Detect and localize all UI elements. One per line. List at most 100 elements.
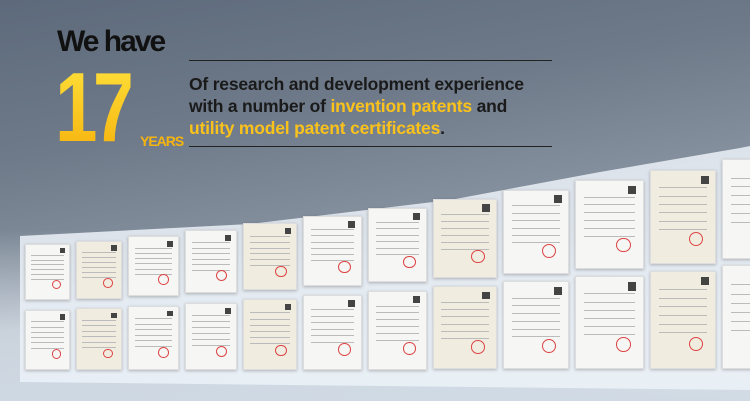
text-line	[731, 311, 750, 313]
text-line	[511, 227, 561, 229]
qr-code-icon	[225, 234, 231, 241]
text-line	[658, 212, 708, 214]
seal-icon	[158, 274, 170, 285]
text-line	[310, 241, 355, 243]
text-line	[511, 305, 561, 307]
patent-certificate	[128, 236, 179, 297]
text-line	[310, 229, 355, 231]
text-line	[375, 234, 420, 236]
patent-certificate	[722, 265, 750, 369]
text-line	[192, 315, 230, 317]
qr-code-icon	[482, 291, 490, 300]
text-line	[31, 259, 64, 261]
text-line	[31, 347, 64, 349]
text-line	[731, 204, 750, 206]
text-line	[31, 331, 64, 333]
seal-icon	[689, 232, 704, 247]
text-line	[375, 241, 420, 243]
text-line	[731, 302, 750, 304]
qr-code-icon	[553, 195, 562, 204]
text-line	[731, 293, 750, 295]
highlight-invention-patents: invention patents	[330, 96, 472, 116]
years-label: YEARS	[140, 133, 184, 149]
seal-icon	[158, 346, 170, 358]
text-line	[134, 340, 173, 342]
qr-code-icon	[348, 300, 356, 308]
qr-code-icon	[225, 307, 231, 314]
text-line	[192, 327, 230, 329]
text-line	[310, 260, 355, 262]
desc-text: with a number of	[189, 96, 331, 116]
qr-code-icon	[348, 220, 356, 228]
text-line	[134, 323, 173, 325]
qr-code-icon	[700, 176, 709, 184]
text-line	[250, 259, 290, 261]
text-line	[584, 227, 635, 229]
text-line	[82, 272, 116, 274]
text-line	[511, 297, 561, 299]
text-line	[658, 306, 708, 308]
text-line	[192, 344, 230, 346]
patent-certificate	[575, 276, 644, 370]
text-line	[31, 321, 64, 323]
text-line	[250, 247, 290, 249]
text-line	[511, 320, 561, 322]
text-line	[511, 212, 561, 214]
text-line	[375, 319, 420, 321]
text-line	[192, 332, 230, 334]
text-line	[31, 279, 64, 281]
top-divider	[189, 60, 552, 61]
seal-icon	[542, 338, 557, 353]
qr-code-icon	[413, 212, 421, 220]
seal-icon	[403, 342, 416, 355]
text-line	[250, 236, 290, 238]
qr-code-icon	[628, 282, 637, 291]
text-line	[31, 264, 64, 266]
years-number: 17	[55, 52, 135, 162]
text-line	[250, 241, 290, 243]
seal-icon	[216, 346, 227, 358]
patent-certificate	[503, 281, 569, 370]
text-line	[731, 177, 750, 179]
text-line	[134, 273, 173, 275]
text-line	[31, 342, 64, 344]
patent-certificate	[243, 299, 297, 370]
text-line	[441, 227, 489, 229]
qr-code-icon	[628, 186, 637, 195]
seal-icon	[338, 343, 351, 356]
patent-certificate	[185, 230, 237, 294]
seal-icon	[616, 337, 631, 352]
text-line	[375, 228, 420, 230]
text-line	[441, 331, 489, 333]
text-line	[82, 341, 116, 343]
seal-icon	[275, 265, 287, 278]
text-line	[31, 326, 64, 328]
text-line	[441, 316, 489, 318]
text-line	[192, 269, 230, 271]
text-line	[375, 312, 420, 314]
text-line	[134, 345, 173, 347]
patent-certificate	[25, 244, 70, 300]
text-line	[192, 242, 230, 244]
text-line	[658, 315, 708, 317]
text-line	[192, 321, 230, 323]
text-line	[310, 341, 355, 343]
text-line	[134, 258, 173, 260]
text-line	[310, 322, 355, 324]
seal-icon	[103, 348, 114, 359]
text-line	[82, 277, 116, 279]
patent-certificate	[303, 215, 362, 287]
text-line	[375, 333, 420, 335]
highlight-utility-model: utility model patent certificates	[189, 118, 441, 138]
patent-certificate	[575, 179, 644, 270]
text-line	[250, 324, 290, 326]
text-line	[375, 247, 420, 249]
bottom-divider	[189, 146, 552, 147]
patent-certificate	[76, 308, 122, 370]
text-line	[310, 253, 355, 255]
text-line	[310, 315, 355, 317]
seal-icon	[275, 344, 287, 357]
text-line	[511, 220, 561, 222]
text-line	[511, 234, 561, 236]
patent-certificate	[722, 159, 750, 259]
